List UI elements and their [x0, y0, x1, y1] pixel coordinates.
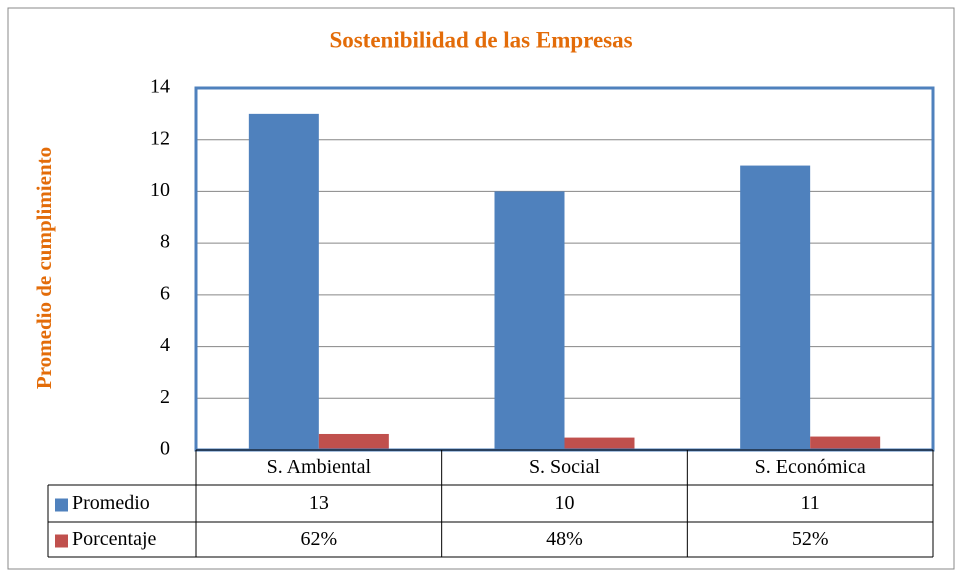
legend-key — [55, 498, 68, 512]
bar — [810, 436, 881, 450]
y-tick-label: 8 — [160, 231, 170, 253]
table-cell: 48% — [546, 528, 583, 550]
y-tick-label: 2 — [160, 386, 170, 408]
y-tick-label: 4 — [160, 334, 170, 356]
x-tick-label: S. Ambiental — [267, 456, 372, 478]
bar — [740, 165, 811, 451]
legend-label: Promedio — [72, 492, 150, 514]
legend-key — [55, 534, 68, 548]
table-cell: 52% — [792, 528, 829, 550]
y-tick-label: 12 — [150, 127, 170, 149]
y-tick-label: 10 — [150, 179, 170, 201]
table-cell: 13 — [309, 492, 329, 514]
x-tick-label: S. Social — [529, 456, 601, 478]
bar — [318, 433, 389, 450]
y-tick-label: 14 — [150, 76, 170, 98]
table-cell: 11 — [801, 492, 820, 514]
x-tick-label: S. Económica — [755, 456, 866, 478]
bar — [248, 113, 319, 450]
y-tick-label: 6 — [160, 282, 170, 304]
table-cell: 62% — [300, 528, 337, 550]
bar — [494, 191, 565, 450]
legend-label: Porcentaje — [72, 528, 157, 550]
bar — [564, 437, 635, 450]
y-tick-label: 0 — [160, 438, 170, 460]
chart-title: Sostenibilidad de las Empresas — [329, 27, 632, 52]
y-axis-label: Promedio de cumplimiento — [32, 147, 56, 389]
table-cell: 10 — [555, 492, 575, 514]
